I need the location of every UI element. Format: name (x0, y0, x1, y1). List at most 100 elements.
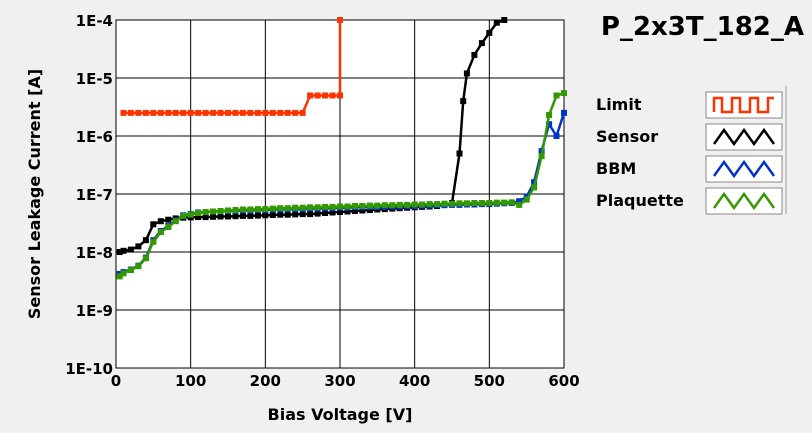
data-point (463, 200, 470, 207)
data-point (553, 133, 560, 139)
y-tick-label: 1E-8 (76, 244, 113, 262)
data-point (463, 70, 470, 77)
y-tick-label: 1E-4 (76, 12, 113, 30)
data-point (329, 203, 336, 210)
data-point (449, 200, 455, 207)
series-limit (120, 17, 343, 116)
legend-swatch-sensor (705, 123, 783, 151)
data-point (232, 109, 239, 116)
data-point (150, 109, 157, 116)
data-point (195, 210, 202, 216)
legend-entries: Limit Sensor BBM Plaquette (596, 91, 783, 215)
data-point (217, 213, 224, 220)
y-tick-label: 1E-7 (76, 186, 113, 204)
data-point (516, 198, 523, 205)
data-point (157, 109, 164, 116)
data-point (157, 218, 164, 225)
data-point (142, 109, 149, 116)
data-point (116, 249, 123, 255)
data-point (307, 211, 314, 218)
y-tick-label: 1E-9 (76, 302, 113, 320)
data-point (254, 212, 261, 219)
data-point (150, 221, 157, 228)
data-point (277, 211, 284, 218)
data-point (337, 92, 343, 99)
data-point (202, 109, 209, 116)
data-point (381, 202, 388, 209)
series-layer (116, 17, 567, 280)
data-point (165, 109, 172, 116)
data-point (262, 109, 269, 116)
x-tick-label: 400 (399, 372, 430, 390)
data-point (277, 109, 284, 116)
data-point (329, 92, 336, 99)
data-point (314, 204, 321, 211)
data-point (471, 200, 478, 206)
data-point (344, 203, 351, 210)
data-point (337, 203, 343, 210)
data-point (322, 203, 329, 210)
data-point (441, 200, 448, 207)
x-tick-label: 500 (474, 372, 505, 390)
data-point (157, 229, 164, 236)
data-point (486, 200, 493, 206)
data-point (165, 224, 172, 230)
series-plaquette (116, 90, 567, 280)
data-point (284, 109, 291, 116)
data-point (120, 270, 127, 277)
x-tick-label: 600 (548, 372, 579, 390)
y-tick-label: 1E-6 (76, 128, 113, 146)
data-point (225, 213, 231, 220)
data-point (322, 210, 329, 216)
legend-swatch-limit (705, 91, 783, 119)
data-point (187, 109, 194, 116)
x-tick-label: 200 (250, 372, 281, 390)
data-point (426, 201, 433, 208)
data-point (210, 208, 217, 215)
data-point (307, 204, 314, 211)
data-point (359, 203, 366, 209)
data-point (277, 205, 284, 212)
data-point (180, 109, 187, 116)
y-tick-label: 1E-5 (76, 70, 113, 88)
data-point (501, 17, 508, 23)
data-point (142, 255, 149, 262)
data-point (508, 199, 515, 206)
data-point (135, 243, 142, 250)
data-point (210, 109, 217, 116)
data-point (247, 206, 254, 213)
data-point (478, 200, 485, 206)
legend-swatch-bbm (705, 155, 783, 183)
x-tick-label: 300 (324, 372, 355, 390)
data-point (269, 109, 276, 116)
data-point (329, 209, 336, 216)
data-point (269, 205, 276, 212)
data-point (247, 109, 254, 116)
data-point (553, 92, 560, 99)
data-point (225, 207, 231, 214)
data-point (456, 200, 463, 207)
legend-swatch-plaquette (705, 187, 783, 215)
data-point (389, 202, 396, 209)
data-point (501, 199, 508, 206)
data-point (262, 206, 269, 213)
data-point (404, 201, 411, 208)
data-point (344, 208, 351, 215)
x-axis-label: Bias Voltage [V] (268, 405, 413, 424)
data-point (284, 211, 291, 218)
y-tick-label: 1E-10 (65, 360, 113, 378)
data-point (292, 109, 299, 116)
data-point (187, 211, 194, 218)
data-point (269, 212, 276, 218)
data-point (322, 92, 329, 99)
data-point (337, 209, 343, 215)
data-point (299, 109, 306, 116)
data-point (127, 267, 134, 273)
gridlines (116, 20, 564, 368)
data-point (172, 109, 179, 116)
data-point (493, 19, 500, 26)
data-point (538, 153, 545, 160)
data-point (247, 212, 254, 219)
data-point (314, 92, 321, 99)
